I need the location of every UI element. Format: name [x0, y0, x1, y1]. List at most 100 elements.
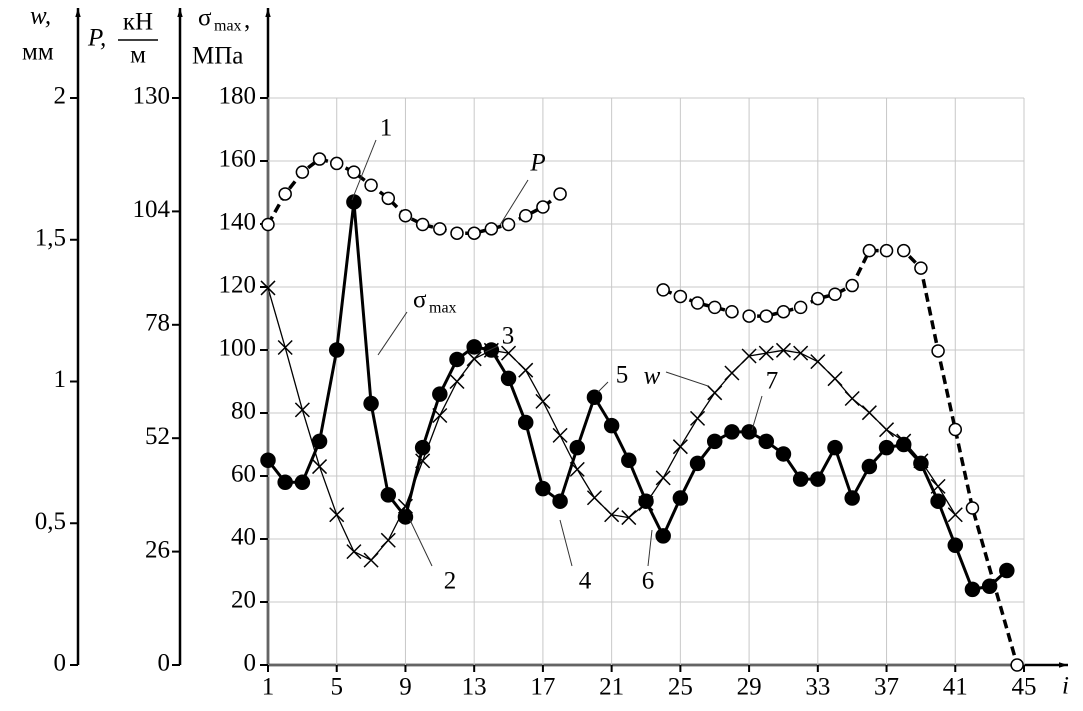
point — [397, 498, 413, 514]
point — [759, 309, 774, 323]
y-tick-label: 52 — [145, 423, 170, 450]
p-axis-unit-den: м — [130, 42, 146, 69]
point — [380, 487, 397, 503]
point — [913, 453, 929, 469]
x-tick-label: 13 — [462, 674, 487, 701]
point — [655, 528, 671, 544]
annotation: σ — [413, 287, 427, 314]
y-tick-label: 140 — [219, 209, 257, 236]
x-tick-label: 33 — [805, 674, 830, 701]
annotation: w — [644, 363, 661, 390]
point — [862, 243, 877, 258]
point — [741, 348, 757, 364]
sigma-axis-sub: max — [214, 18, 242, 35]
point — [535, 393, 551, 409]
y-tick-label: 104 — [133, 196, 171, 223]
point — [535, 480, 551, 497]
point — [433, 222, 447, 236]
leader-line — [559, 519, 573, 567]
point — [827, 439, 843, 456]
y-tick-label: 26 — [145, 536, 170, 563]
point — [311, 433, 328, 450]
leader-line — [351, 139, 377, 201]
point — [398, 209, 413, 223]
point — [621, 452, 637, 468]
point — [329, 507, 345, 523]
point — [260, 452, 276, 468]
point — [758, 433, 775, 450]
point — [484, 222, 499, 236]
point — [706, 433, 723, 450]
point — [604, 507, 620, 523]
point — [690, 410, 706, 426]
annotation: 2 — [444, 568, 457, 595]
point — [930, 493, 946, 509]
point — [346, 194, 362, 210]
point — [449, 351, 465, 368]
point — [328, 342, 345, 358]
point — [621, 510, 637, 526]
point — [432, 407, 448, 424]
annotation: 1 — [380, 115, 393, 142]
point — [844, 490, 860, 506]
y-tick-label: 0,5 — [35, 508, 66, 535]
leader-line — [647, 529, 653, 567]
point — [758, 345, 774, 361]
sigma-axis-symbol: σ — [198, 5, 212, 32]
point — [415, 217, 430, 232]
point — [673, 289, 688, 304]
point — [724, 365, 740, 381]
point — [707, 385, 723, 401]
point — [811, 291, 825, 306]
x-tick-label: 17 — [530, 674, 555, 701]
w-axis-title: w, — [30, 3, 51, 30]
point — [810, 471, 826, 487]
point — [672, 439, 688, 455]
point — [294, 402, 310, 418]
y-tick-label: 120 — [219, 272, 257, 299]
point — [1010, 658, 1024, 672]
point — [466, 351, 482, 367]
y-tick-label: 1,5 — [35, 224, 66, 251]
point — [775, 342, 791, 358]
point — [536, 200, 550, 214]
point — [586, 490, 602, 506]
point — [278, 187, 292, 201]
point — [553, 187, 567, 201]
point — [432, 386, 448, 402]
point — [861, 458, 878, 475]
y-tick-label: 1 — [54, 366, 67, 393]
point — [294, 474, 311, 491]
annotation-sub: max — [429, 300, 457, 317]
y-tick-label: 160 — [219, 146, 257, 173]
point — [844, 390, 860, 407]
p-axis-unit-num: кН — [123, 9, 153, 36]
point — [895, 436, 912, 453]
x-tick-label: 9 — [399, 674, 412, 701]
annotation: 7 — [766, 368, 779, 395]
y-tick-label: 60 — [231, 461, 256, 488]
point — [964, 581, 981, 598]
series-line — [266, 200, 1008, 591]
point — [380, 532, 396, 548]
point — [861, 405, 877, 421]
point — [552, 493, 568, 509]
point — [518, 209, 533, 223]
point — [999, 562, 1015, 579]
grid — [267, 97, 1025, 666]
point — [879, 422, 895, 438]
leader-line — [597, 381, 609, 393]
x-tick-label: 5 — [330, 674, 343, 701]
y-tick-label: 0 — [54, 650, 67, 677]
point — [363, 552, 379, 568]
point — [930, 478, 946, 494]
point — [364, 178, 378, 192]
point — [792, 471, 809, 487]
point — [931, 344, 945, 358]
point — [295, 165, 310, 179]
point — [672, 490, 689, 506]
point — [965, 501, 980, 515]
point — [466, 339, 482, 355]
point — [793, 300, 808, 315]
point — [312, 152, 327, 166]
